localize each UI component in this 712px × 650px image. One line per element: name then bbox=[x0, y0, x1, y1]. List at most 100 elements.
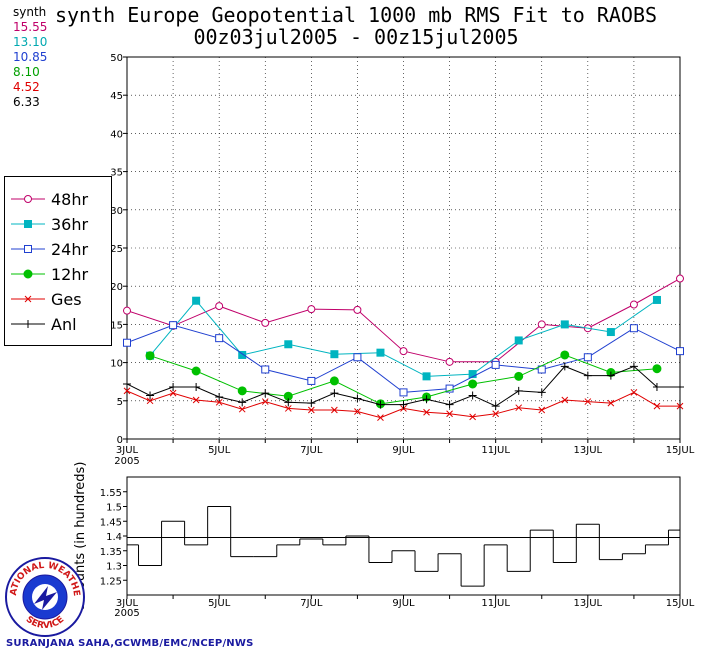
series-ges-point bbox=[469, 413, 476, 421]
series-12hr-point bbox=[652, 364, 662, 374]
series-48hr-point bbox=[261, 318, 270, 327]
series-anl-point bbox=[376, 400, 385, 409]
series-24hr-point bbox=[169, 321, 178, 330]
legend-item-ges-marker bbox=[24, 295, 32, 303]
series-ges-point bbox=[123, 387, 131, 395]
series-36hr-line bbox=[149, 299, 658, 377]
series-anl-point bbox=[537, 388, 546, 397]
counts-x-tick-label: 15JUL bbox=[666, 598, 695, 609]
series-ges-point bbox=[261, 398, 269, 405]
stat-36hr: 13.10 bbox=[13, 35, 48, 49]
chart-title: synth Europe Geopotential 1000 mb RMS Fi… bbox=[54, 3, 658, 27]
series-anl-point bbox=[629, 362, 638, 371]
y-tick-label: 5 bbox=[117, 397, 123, 408]
legend-item-anl-label: Anl bbox=[51, 315, 77, 334]
series-anl-point bbox=[560, 362, 569, 371]
stat-48hr: 15.55 bbox=[13, 20, 48, 34]
series-12hr-point bbox=[237, 386, 247, 396]
series-24hr-point bbox=[261, 365, 270, 374]
y-tick-label: 25 bbox=[110, 244, 123, 255]
series-anl-point bbox=[169, 383, 178, 392]
series-anl-point bbox=[468, 391, 477, 400]
series-ges-point bbox=[215, 398, 223, 406]
series-36hr-point bbox=[652, 295, 661, 304]
x-tick-label: 7JUL bbox=[300, 445, 323, 456]
series-ges-point bbox=[284, 405, 292, 412]
series-24hr-point bbox=[353, 353, 362, 362]
series-ges-point bbox=[561, 396, 569, 404]
series-12hr-point bbox=[329, 376, 339, 386]
y-tick-label: 35 bbox=[110, 168, 123, 179]
logo-text-bottom: SERVICE bbox=[24, 615, 66, 632]
series-24hr-point bbox=[123, 338, 131, 347]
legend-graphics: 48hr 36hr 24hr 12hr Ges Anl bbox=[11, 190, 89, 334]
series-anl-point bbox=[284, 398, 293, 407]
stats-panel: synth 15.55 13.10 10.85 8.10 4.52 6.33 bbox=[13, 5, 47, 110]
counts-x-tick-label: 7JUL bbox=[300, 598, 323, 609]
series-48hr-point bbox=[353, 305, 362, 314]
y-tick-label: 50 bbox=[110, 53, 123, 64]
y-tick-label: 10 bbox=[110, 359, 123, 370]
legend-item-anl-marker bbox=[24, 320, 32, 328]
nws-logo: NATIONAL WEATHER SERVICE bbox=[0, 549, 86, 642]
series-ges-point bbox=[676, 402, 684, 410]
series-48hr-point bbox=[307, 305, 316, 314]
chart-subtitle: 00z03jul2005 - 00z15jul2005 bbox=[193, 25, 519, 49]
x-tick-label: 5JUL bbox=[208, 445, 231, 456]
series-36hr-point bbox=[376, 348, 385, 357]
series-anl-point bbox=[606, 371, 615, 380]
series-36hr-point bbox=[606, 328, 615, 337]
counts-x-tick-label: 5JUL bbox=[208, 598, 231, 609]
series-36hr-point bbox=[284, 340, 293, 349]
counts-y-tick-label: 1.35 bbox=[100, 547, 122, 558]
series-anl-point bbox=[307, 399, 316, 408]
series-12hr-point bbox=[560, 350, 570, 360]
rms-line-chart: 0 5 10 15 20 25 30 35 40 45 50 3JUL 5JUL 7JUL 9JUL 11JU… bbox=[110, 53, 694, 467]
series-anl-point bbox=[330, 389, 339, 398]
legend-item-24hr-marker bbox=[24, 245, 32, 253]
series-48hr-point bbox=[629, 300, 638, 309]
series-ges-point bbox=[423, 408, 430, 416]
series-ges-point bbox=[331, 406, 338, 414]
legend-item-36hr-label: 36hr bbox=[51, 215, 89, 234]
counts-x-tick-label: 3JUL bbox=[116, 598, 139, 609]
series-48hr-point bbox=[399, 347, 408, 356]
legend: 48hr 36hr 24hr 12hr Ges Anl bbox=[4, 176, 112, 346]
series-anl-point bbox=[146, 391, 155, 400]
series-12hr-point bbox=[145, 351, 155, 361]
series-36hr-point bbox=[330, 350, 339, 359]
series-ges-point bbox=[169, 389, 177, 397]
series-ges-point bbox=[538, 406, 546, 414]
series-ges-point bbox=[307, 406, 315, 414]
series-ges-point bbox=[146, 397, 154, 405]
series-12hr-point bbox=[514, 371, 524, 381]
series-ges-point bbox=[492, 410, 500, 418]
series-12hr-line bbox=[149, 354, 658, 405]
series-12hr-point bbox=[191, 366, 201, 376]
legend-item-48hr-label: 48hr bbox=[51, 190, 89, 209]
stat-24hr: 10.85 bbox=[13, 50, 48, 64]
series-24hr-point bbox=[491, 360, 500, 369]
series-anl-point bbox=[652, 383, 661, 392]
x-tick-label: 9JUL bbox=[392, 445, 415, 456]
series-24hr-point bbox=[676, 347, 684, 356]
series-48hr-point bbox=[445, 357, 454, 366]
series-ges-point bbox=[630, 389, 638, 396]
series-ges-point bbox=[354, 408, 361, 415]
series-48hr-point bbox=[537, 320, 546, 329]
counts-y-tick-label: 1.4 bbox=[106, 532, 122, 543]
series-anl-point bbox=[399, 400, 408, 409]
counts-y-tick-label: 1.5 bbox=[106, 503, 122, 514]
legend-item-12hr-label: 12hr bbox=[51, 265, 89, 284]
y-tick-label: 45 bbox=[110, 91, 123, 102]
author-credit: SURANJANA SAHA,GCWMB/EMC/NCEP/NWS bbox=[6, 638, 254, 649]
stat-anl: 6.33 bbox=[13, 95, 40, 109]
legend-item-36hr-marker bbox=[24, 220, 32, 228]
series-anl-point bbox=[123, 379, 131, 388]
series-24hr-point bbox=[583, 353, 592, 362]
series-anl-point bbox=[192, 383, 201, 392]
stat-12hr: 8.10 bbox=[13, 65, 40, 79]
series-anl-point bbox=[238, 398, 247, 407]
x-tick-label: 11JUL bbox=[481, 445, 510, 456]
